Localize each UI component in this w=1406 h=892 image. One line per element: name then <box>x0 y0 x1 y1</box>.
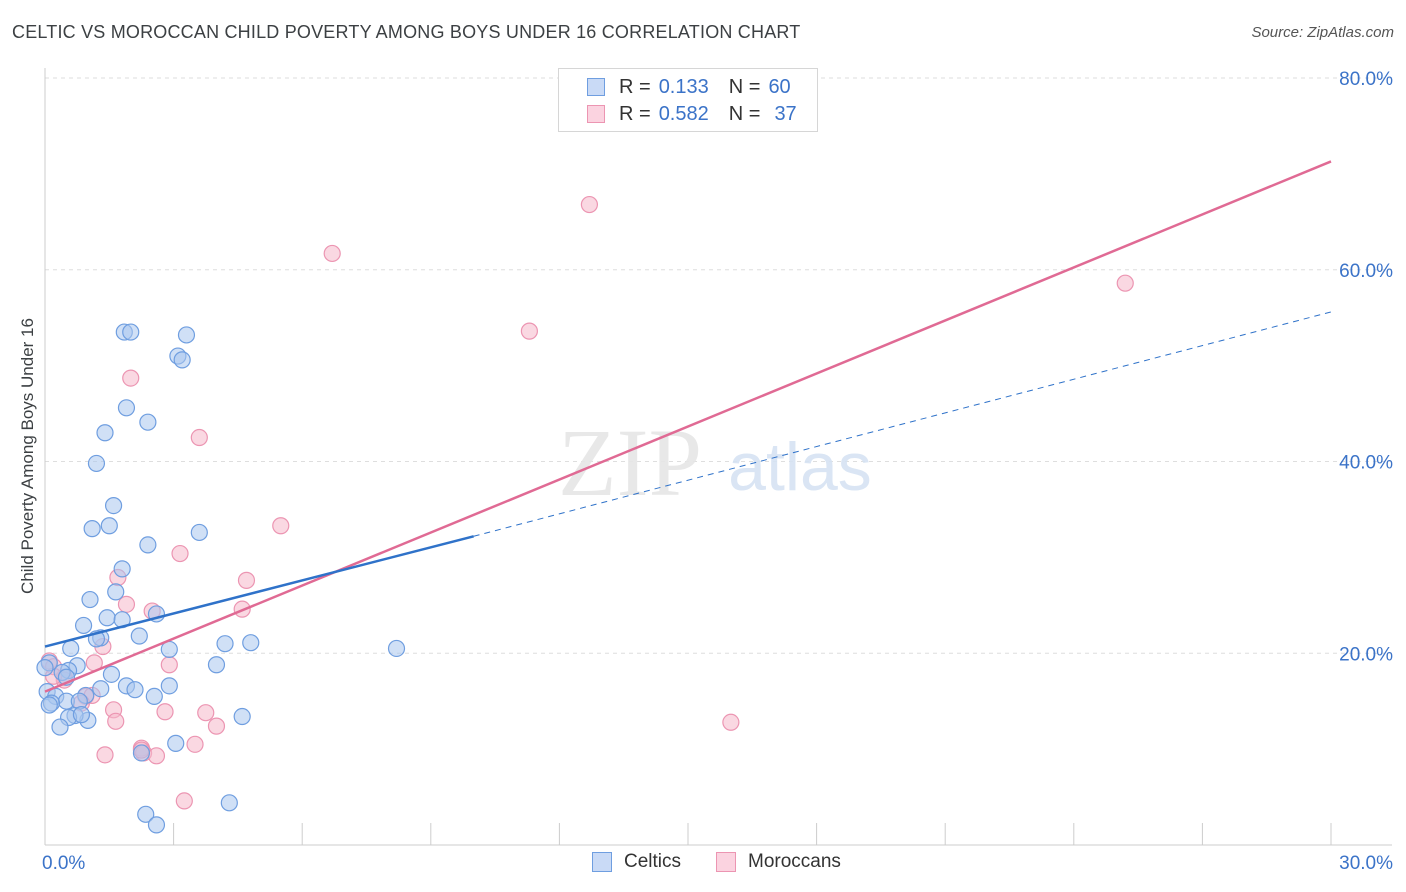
watermark-zip: ZIP <box>558 409 702 516</box>
tick-labels: 20.0% 40.0% 60.0% 80.0% 0.0% 30.0% <box>42 69 1393 874</box>
data-point-celtics <box>173 351 191 369</box>
data-point-celtics <box>167 734 185 752</box>
data-point-celtics <box>126 681 144 699</box>
data-point-moroccans <box>1116 274 1134 292</box>
data-point-celtics <box>104 497 123 515</box>
watermark-atlas: atlas <box>728 429 872 505</box>
trend-line-celtics <box>44 535 474 648</box>
trend-line-celtics-extension <box>473 311 1332 537</box>
data-point-moroccans <box>156 703 174 721</box>
legend-label-celtics: Celtics <box>624 851 682 872</box>
data-point-celtics <box>83 520 101 538</box>
data-point-celtics <box>132 744 151 762</box>
data-point-moroccans <box>96 746 114 764</box>
data-point-moroccans <box>122 369 140 387</box>
series-celtics <box>36 323 406 834</box>
data-point-moroccans <box>207 717 226 735</box>
data-point-moroccans <box>323 244 341 263</box>
r-value: 0.133 <box>658 75 709 98</box>
celtics-swatch <box>587 78 605 96</box>
data-point-celtics <box>233 707 251 726</box>
data-point-moroccans <box>175 792 193 810</box>
trend-line-moroccans <box>44 160 1332 693</box>
y-tick-label: 20.0% <box>1339 644 1393 665</box>
x-tick-label: 0.0% <box>42 853 85 874</box>
data-point-celtics <box>190 523 208 542</box>
data-point-celtics <box>207 656 226 674</box>
legend-item-celtics[interactable]: Celtics <box>592 851 681 873</box>
data-point-celtics <box>216 635 234 653</box>
data-point-celtics <box>81 590 99 609</box>
data-point-celtics <box>40 696 58 714</box>
trend-lines <box>44 160 1332 693</box>
data-point-moroccans <box>147 747 166 765</box>
legend-row-celtics: R = 0.133 N = 60 <box>587 74 791 100</box>
data-point-moroccans <box>190 428 208 447</box>
data-point-moroccans <box>272 517 290 535</box>
moroccans-swatch <box>587 105 605 123</box>
data-point-celtics <box>113 560 131 578</box>
data-point-celtics <box>100 517 118 535</box>
data-point-celtics <box>72 706 91 724</box>
data-point-celtics <box>177 326 196 344</box>
data-point-celtics <box>98 609 116 627</box>
data-point-moroccans <box>580 195 599 214</box>
data-point-moroccans <box>186 735 204 753</box>
data-point-moroccans <box>722 713 740 731</box>
data-point-celtics <box>137 805 155 823</box>
r-value: 0.582 <box>658 102 709 125</box>
data-point-celtics <box>36 659 54 677</box>
legend-stats: R = 0.133 N = 60 R = 0.582 N = 37 <box>558 68 818 132</box>
data-point-celtics <box>102 665 121 683</box>
data-point-celtics <box>387 639 406 658</box>
data-point-moroccans <box>171 544 189 563</box>
watermark: ZIP atlas <box>558 409 872 516</box>
legend-label-moroccans: Moroccans <box>748 851 841 872</box>
data-point-moroccans <box>107 712 125 730</box>
data-point-celtics <box>122 323 140 341</box>
data-point-celtics <box>96 424 114 442</box>
data-point-celtics <box>242 634 260 652</box>
data-point-celtics <box>107 583 125 601</box>
data-point-celtics <box>130 627 148 645</box>
x-tick-label: 30.0% <box>1339 853 1393 874</box>
data-point-celtics <box>62 639 80 658</box>
data-point-celtics <box>51 718 69 736</box>
data-point-celtics <box>92 680 110 698</box>
data-point-celtics <box>74 616 93 635</box>
data-point-moroccans <box>197 704 215 722</box>
chart-title: CELTIC VS MOROCCAN CHILD POVERTY AMONG B… <box>12 22 801 42</box>
data-point-moroccans <box>160 656 178 674</box>
data-point-celtics <box>147 816 166 834</box>
y-tick-label: 60.0% <box>1339 261 1393 282</box>
data-point-celtics <box>139 536 157 554</box>
axes <box>44 68 1392 846</box>
n-label: N = <box>728 102 761 125</box>
data-point-moroccans <box>520 322 538 340</box>
data-point-celtics <box>139 413 157 431</box>
moroccans-swatch <box>716 852 736 872</box>
data-point-celtics <box>160 677 178 695</box>
n-value: 60 <box>768 75 791 98</box>
celtics-swatch <box>592 852 612 872</box>
legend-item-moroccans[interactable]: Moroccans <box>716 851 841 873</box>
source-label: Source: ZipAtlas.com <box>1251 24 1394 41</box>
n-label: N = <box>728 75 761 98</box>
data-point-celtics <box>220 794 238 812</box>
n-value: 37 <box>774 102 797 125</box>
grid-lines <box>45 77 1392 654</box>
legend-row-moroccans: R = 0.582 N = 37 <box>587 101 797 127</box>
data-point-celtics <box>117 399 136 417</box>
y-tick-label: 40.0% <box>1339 453 1393 474</box>
data-point-celtics <box>87 454 106 473</box>
data-point-moroccans <box>237 571 256 589</box>
y-tick-label: 80.0% <box>1339 69 1393 90</box>
r-label: R = <box>619 102 651 125</box>
r-label: R = <box>619 75 651 98</box>
data-point-celtics <box>145 687 163 705</box>
